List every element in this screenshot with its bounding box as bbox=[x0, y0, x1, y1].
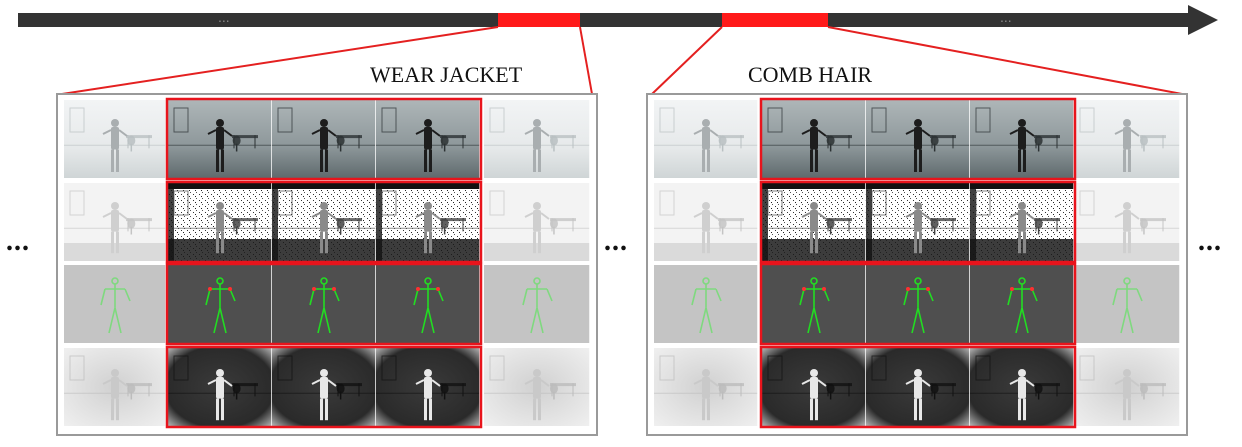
right-ellipsis: ... bbox=[1198, 226, 1222, 257]
frame-thumbnail bbox=[376, 100, 481, 178]
frame-thumbnail bbox=[64, 348, 167, 426]
modality-row-infrared bbox=[654, 345, 1181, 429]
highlight-box bbox=[759, 180, 1077, 264]
modality-row-depth bbox=[64, 180, 591, 264]
frame-thumbnail bbox=[484, 348, 591, 426]
modality-row-skeleton bbox=[654, 262, 1181, 346]
frame-thumbnail bbox=[168, 183, 273, 261]
modality-row-depth bbox=[654, 180, 1181, 264]
frame-thumbnail bbox=[272, 100, 377, 178]
frame-thumbnail bbox=[866, 265, 971, 343]
frame-thumbnail bbox=[64, 183, 167, 261]
modality-row-rgb bbox=[64, 97, 591, 181]
frame-thumbnail bbox=[970, 348, 1075, 426]
timeline-arrow bbox=[18, 5, 1218, 35]
middle-ellipsis: ... bbox=[604, 226, 628, 257]
highlight-box bbox=[165, 97, 483, 181]
timeline-right-ellipsis: ... bbox=[1000, 9, 1012, 25]
frame-thumbnail bbox=[654, 183, 759, 261]
frame-thumbnail bbox=[654, 100, 759, 178]
timeline-bar bbox=[18, 13, 1190, 27]
frame-thumbnail bbox=[272, 183, 377, 261]
zoom-lines bbox=[61, 26, 1183, 95]
frame-thumbnail bbox=[272, 265, 377, 343]
frame-thumbnail bbox=[970, 183, 1075, 261]
timeline-arrowhead bbox=[1188, 5, 1218, 35]
frame-thumbnail bbox=[762, 348, 867, 426]
frame-thumbnail bbox=[168, 348, 273, 426]
timeline-left-ellipsis: ... bbox=[218, 9, 230, 25]
highlight-box bbox=[165, 180, 483, 264]
frame-thumbnail bbox=[762, 265, 867, 343]
modality-row-infrared bbox=[64, 345, 591, 429]
frame-thumbnail bbox=[376, 265, 481, 343]
frame-thumbnail bbox=[64, 100, 167, 178]
frame-thumbnail bbox=[484, 100, 591, 178]
frame-thumbnail bbox=[1074, 183, 1181, 261]
panel-title-wear-jacket: WEAR JACKET bbox=[370, 62, 523, 87]
frame-thumbnail bbox=[654, 348, 759, 426]
frame-thumbnail bbox=[272, 348, 377, 426]
frame-thumbnail bbox=[866, 348, 971, 426]
highlight-box bbox=[759, 345, 1077, 429]
action-panel bbox=[646, 93, 1188, 436]
highlight-box bbox=[759, 97, 1077, 181]
frame-thumbnail bbox=[168, 265, 273, 343]
frame-thumbnail bbox=[1074, 265, 1181, 343]
highlight-box bbox=[165, 345, 483, 429]
frame-thumbnail bbox=[1074, 100, 1181, 178]
frame-thumbnail bbox=[1074, 348, 1181, 426]
modality-row-skeleton bbox=[64, 262, 591, 346]
panel-title-comb-hair: COMB HAIR bbox=[748, 62, 873, 87]
timeline-segment-comb-hair bbox=[722, 13, 828, 27]
highlight-box bbox=[165, 262, 483, 346]
frame-thumbnail bbox=[970, 100, 1075, 178]
modality-row-rgb bbox=[654, 97, 1181, 181]
frame-thumbnail bbox=[866, 100, 971, 178]
frame-thumbnail bbox=[484, 183, 591, 261]
left-ellipsis: ... bbox=[6, 226, 30, 257]
frame-thumbnail bbox=[866, 183, 971, 261]
frame-thumbnail bbox=[64, 265, 167, 343]
highlight-box bbox=[759, 262, 1077, 346]
timeline-segment-wear-jacket bbox=[498, 13, 580, 27]
frame-thumbnail bbox=[762, 100, 867, 178]
frame-thumbnail bbox=[970, 265, 1075, 343]
frame-thumbnail bbox=[654, 265, 759, 343]
frame-thumbnail bbox=[376, 348, 481, 426]
frame-thumbnail bbox=[168, 100, 273, 178]
action-panel bbox=[56, 93, 598, 436]
frame-thumbnail bbox=[484, 265, 591, 343]
frame-thumbnail bbox=[762, 183, 867, 261]
frame-thumbnail bbox=[376, 183, 481, 261]
